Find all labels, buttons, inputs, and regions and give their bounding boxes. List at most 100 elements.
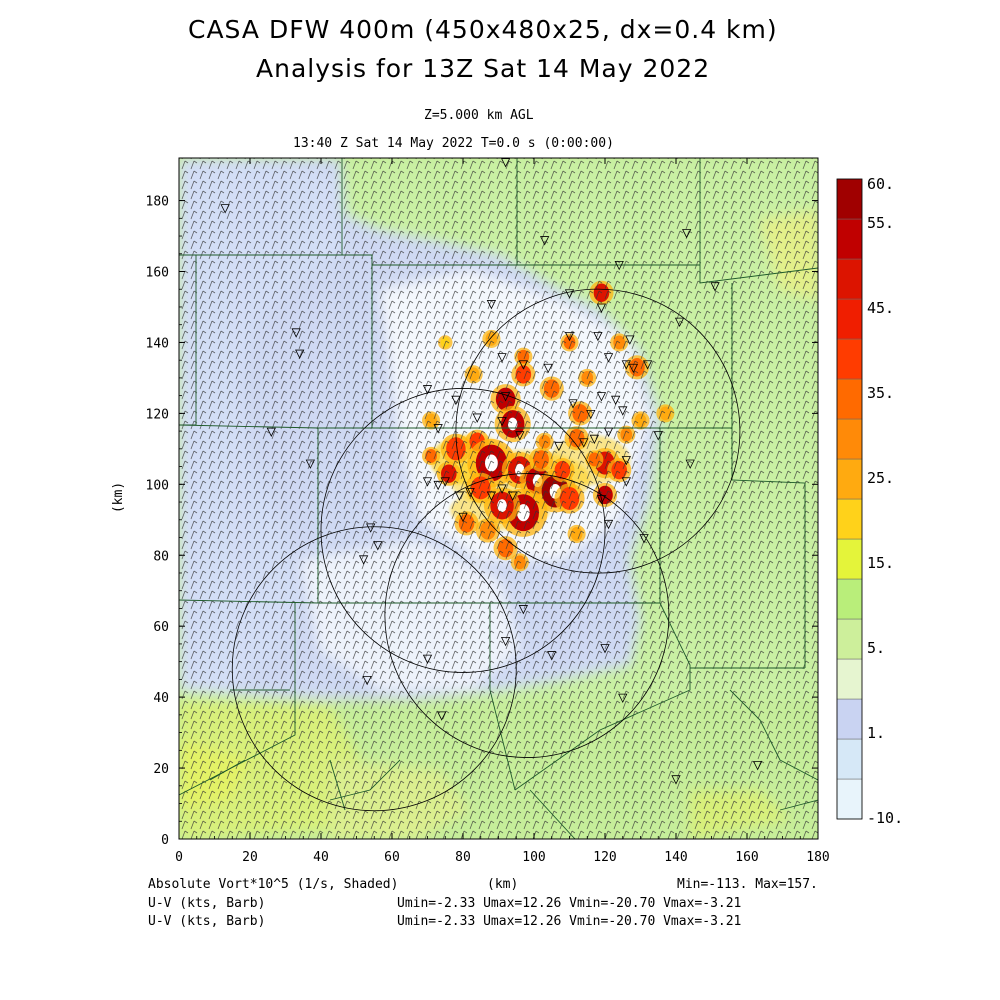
- x-tick-label: 0: [175, 850, 183, 865]
- colorbar-swatch: [836, 178, 863, 220]
- y-tick-label: 60: [153, 620, 169, 635]
- station-marker: [600, 644, 610, 654]
- shaded-field: [179, 158, 818, 839]
- colorbar-label: 5.: [867, 639, 885, 657]
- station-marker: [486, 300, 497, 310]
- station-marker: [437, 711, 447, 721]
- colorbar-swatch: [836, 618, 863, 660]
- x-tick-label: 60: [384, 850, 400, 865]
- colorbar-label: 35.: [867, 384, 894, 402]
- colorbar-swatch: [836, 298, 863, 340]
- station-marker: [618, 406, 628, 416]
- station-marker: [625, 335, 635, 345]
- wind2-label: U-V (kts, Barb): [148, 914, 266, 929]
- station-marker: [710, 282, 720, 292]
- station-marker: [547, 651, 557, 661]
- station-marker: [596, 495, 607, 505]
- field-label: Absolute Vort*10^5 (1/s, Shaded): [148, 877, 399, 892]
- station-marker: [642, 360, 653, 370]
- y-tick-label: 40: [153, 691, 169, 706]
- station-marker: [614, 261, 624, 271]
- y-tick-label: 80: [153, 549, 169, 564]
- y-tick-label: 20: [153, 762, 169, 777]
- colorbar-label: 15.: [867, 554, 894, 572]
- station-markers: [220, 158, 763, 785]
- radar-ring: [455, 288, 741, 574]
- y-tick-label: 0: [161, 833, 169, 848]
- radar-range-rings: [231, 288, 741, 812]
- station-marker: [589, 434, 599, 445]
- station-marker: [603, 353, 614, 363]
- y-axis-label: (km): [111, 481, 127, 514]
- station-marker: [497, 417, 507, 427]
- y-tick-label: 140: [146, 336, 169, 351]
- station-marker: [465, 488, 475, 498]
- colorbar-swatch: [836, 538, 863, 580]
- station-marker: [685, 459, 695, 469]
- station-marker: [518, 360, 528, 370]
- wind2-stats: Umin=-2.33 Umax=12.26 Vmin=-20.70 Vmax=-…: [397, 914, 742, 929]
- station-marker: [554, 441, 564, 452]
- radar-ring: [231, 526, 517, 812]
- station-marker: [618, 693, 628, 704]
- station-marker: [220, 204, 230, 214]
- station-marker: [564, 331, 575, 342]
- colorbar: 60. 55. 45. 35. 25. 15. 5. 1. -10.: [836, 175, 903, 827]
- station-marker: [628, 363, 639, 374]
- wind1-label: U-V (kts, Barb): [148, 896, 266, 911]
- minmax-label: Min=-113. Max=157.: [677, 877, 818, 892]
- station-marker: [603, 427, 614, 438]
- station-marker: [305, 459, 315, 469]
- station-marker: [621, 360, 631, 370]
- radar-ring: [320, 388, 606, 673]
- station-marker: [682, 229, 692, 239]
- station-marker: [543, 363, 553, 374]
- radar-ring: [384, 473, 670, 758]
- station-marker: [440, 477, 450, 487]
- station-marker: [564, 289, 575, 299]
- x-tick-label: 80: [455, 850, 471, 865]
- colorbar-label: -10.: [867, 809, 903, 827]
- colorbar-frame: [836, 178, 863, 820]
- level-label: Z=5.000 km AGL: [424, 108, 534, 123]
- station-marker: [497, 353, 507, 363]
- station-marker: [611, 395, 621, 406]
- y-tick-label: 100: [146, 478, 169, 493]
- colorbar-label: 25.: [867, 469, 894, 487]
- station-marker: [603, 519, 614, 530]
- station-marker: [586, 409, 596, 420]
- axes: 0 20 40 60 80 100 120 140 160 180 0 20 40 60 80 100 120 1…: [146, 158, 830, 865]
- chart-title-line1: CASA DFW 400m (450x480x25, dx=0.4 km): [188, 15, 778, 44]
- station-marker: [596, 392, 607, 402]
- station-marker: [422, 654, 433, 665]
- x-tick-label: 180: [806, 850, 829, 865]
- colorbar-label: 60.: [867, 175, 894, 193]
- station-marker: [458, 512, 468, 523]
- station-marker: [358, 555, 369, 565]
- station-marker: [508, 491, 518, 501]
- station-marker: [515, 431, 525, 441]
- colorbar-swatch: [836, 698, 863, 740]
- x-tick-label: 160: [735, 850, 758, 865]
- station-marker: [639, 534, 649, 544]
- valid-time-label: 13:40 Z Sat 14 May 2022 T=0.0 s (0:00:00…: [293, 136, 614, 151]
- station-marker: [500, 158, 511, 168]
- station-marker: [433, 480, 443, 491]
- x-tick-label: 20: [242, 850, 258, 865]
- colorbar-swatch: [836, 458, 863, 500]
- colorbar-swatch: [836, 578, 863, 620]
- colorbar-label: 55.: [867, 214, 894, 232]
- station-marker: [422, 477, 433, 487]
- y-tick-label: 120: [146, 407, 169, 422]
- station-marker: [674, 317, 685, 328]
- colorbar-swatch: [836, 338, 863, 380]
- station-marker: [671, 775, 681, 785]
- station-marker: [266, 427, 276, 438]
- x-tick-label: 40: [313, 850, 329, 865]
- station-marker: [291, 328, 301, 338]
- station-marker: [486, 491, 497, 501]
- station-marker: [500, 636, 511, 647]
- station-marker: [653, 431, 663, 441]
- station-marker: [568, 399, 578, 409]
- x-axis-label: (km): [487, 877, 519, 892]
